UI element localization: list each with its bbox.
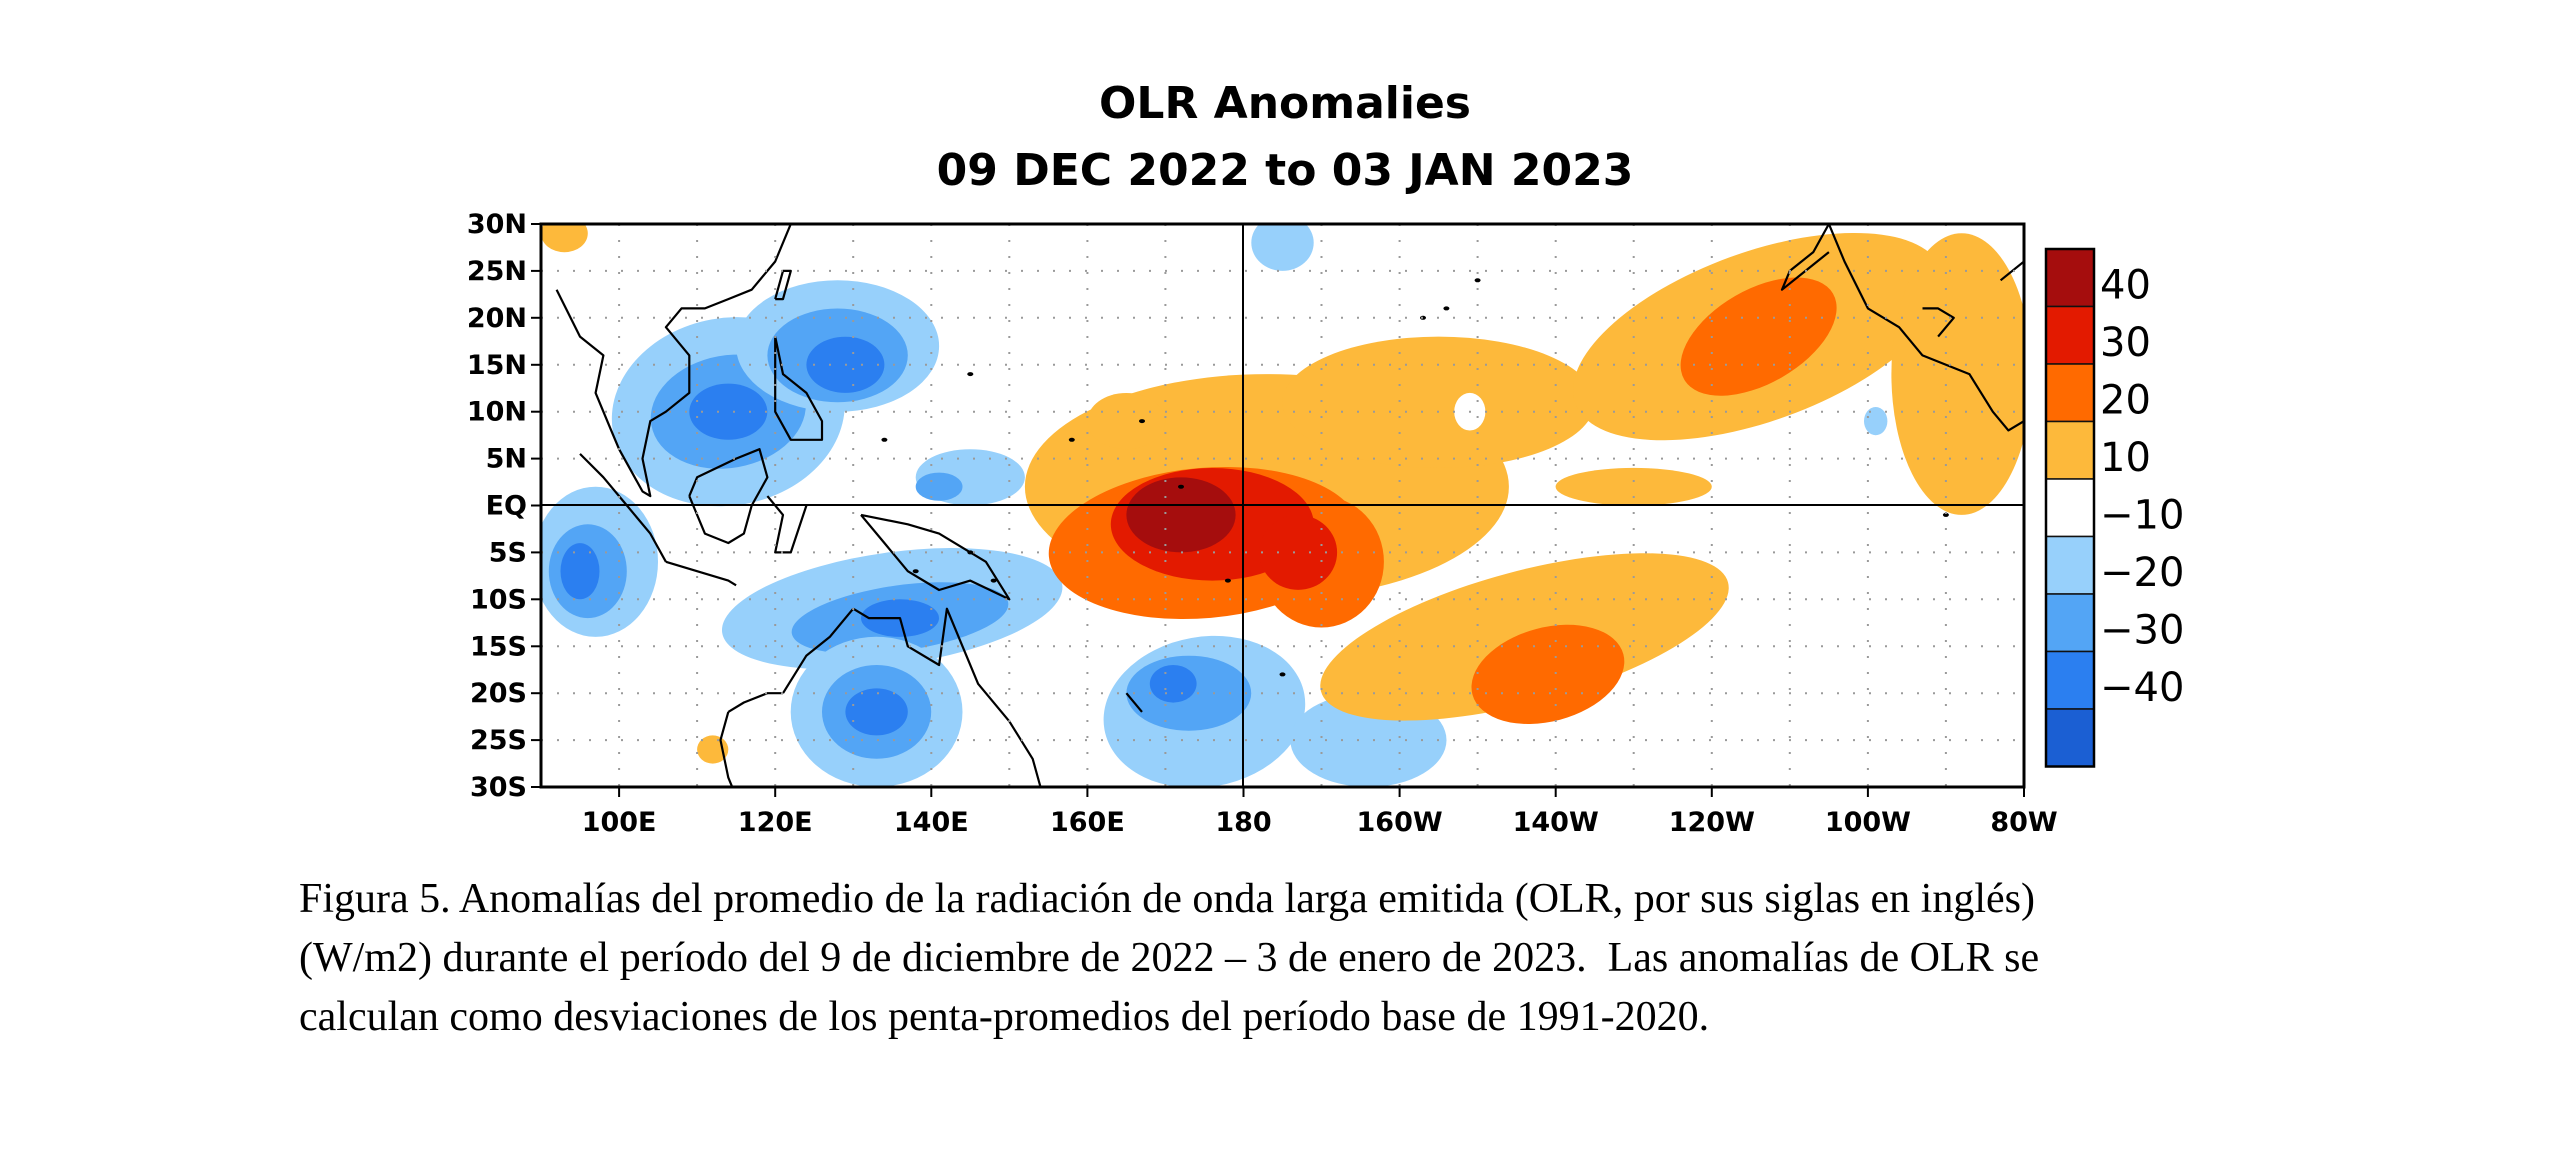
caption-line-1: Figura 5. Anomalías del promedio de la r… — [299, 876, 2035, 922]
coastline-segment — [1125, 692, 1143, 713]
colorbar-swatch — [2045, 708, 2095, 768]
coastline-segment — [688, 448, 769, 545]
island-marker — [1443, 306, 1450, 311]
x-tick-label: 180 — [1215, 807, 1271, 838]
coastline-segment — [774, 269, 792, 301]
x-tick-label: 140E — [894, 807, 969, 838]
coastline-segment — [555, 224, 792, 498]
island-marker — [1474, 278, 1481, 283]
anomaly-region-neg10 — [1251, 224, 1314, 271]
colorbar-swatch — [2045, 420, 2095, 480]
coastline-segment — [1780, 224, 1830, 291]
caption-line-2: (W/m2) durante el período del 9 de dicie… — [299, 935, 2040, 981]
x-tick-label: 140W — [1513, 807, 1599, 838]
colorbar-swatch — [2045, 535, 2095, 595]
x-tick-label: 160E — [1050, 807, 1125, 838]
y-tick-label: 25N — [467, 256, 527, 287]
island-marker — [1224, 578, 1231, 583]
coastline-segment — [766, 495, 808, 554]
island-marker — [967, 372, 974, 377]
y-tick-label: 5N — [486, 444, 527, 475]
coastline-segment — [1827, 224, 2024, 432]
y-tick-label: 25S — [470, 725, 527, 756]
y-tick-label: 30N — [467, 209, 527, 240]
caption-line-3: calculan como desviaciones de los penta-… — [299, 994, 1710, 1040]
axis-ticks: 30N 25N 20N 15N 10N 5N EQ 5S 10S 15S 20S 25S 30S 100E… — [467, 209, 2058, 838]
colorbar-label: −30 — [2100, 608, 2184, 654]
colorbar: 40 30 20 10 −10 −20 −30 −40 — [2044, 247, 2184, 768]
coastlines — [555, 224, 2024, 853]
y-tick-label: 15N — [467, 350, 527, 381]
anomaly-region-neg10 — [1864, 407, 1888, 436]
colorbar-swatch — [2045, 305, 2095, 365]
anomaly-region-pos10 — [1891, 233, 2024, 515]
colorbar-label: 10 — [2100, 435, 2151, 481]
colorbar-swatch — [2045, 650, 2095, 710]
anomaly-region-pos10 — [541, 224, 588, 253]
anomaly-region-pos20 — [1680, 277, 1837, 396]
coastline-segment — [782, 607, 855, 694]
island-marker — [1178, 484, 1184, 489]
colorbar-swatch — [2045, 593, 2095, 653]
chart-subtitle: 09 DEC 2022 to 03 JAN 2023 — [937, 145, 1634, 196]
anomaly-region-pos10 — [1282, 336, 1595, 468]
anomaly-region-neg30 — [560, 543, 600, 600]
coastline-segment — [774, 336, 824, 441]
anomaly-region-pos40 — [1126, 477, 1236, 553]
coastline-segment — [727, 692, 783, 713]
island-marker — [1279, 672, 1286, 677]
colorbar-label: −40 — [2100, 665, 2184, 711]
colorbar-swatch — [2045, 363, 2095, 423]
coastline-segment — [719, 711, 734, 787]
figure-caption: Figura 5. Anomalías del promedio de la r… — [299, 870, 2419, 1047]
island-marker — [1139, 419, 1145, 424]
colorbar-frame — [2044, 247, 2096, 768]
island-marker — [967, 550, 974, 555]
island-marker — [990, 578, 997, 583]
anomaly-region-neg20 — [915, 472, 963, 501]
island-marker — [1068, 437, 1075, 442]
coastline-segment — [1999, 252, 2024, 282]
colorbar-swatch — [2045, 248, 2095, 308]
y-tick-label: 20S — [470, 678, 527, 709]
anomaly-region-pos10 — [1555, 467, 1712, 506]
colorbar-label: −20 — [2100, 550, 2184, 596]
y-tick-label: 20N — [467, 303, 527, 334]
anomaly-region-pos30 — [1259, 514, 1338, 590]
colorbar-label: −10 — [2100, 493, 2184, 539]
x-tick-label: 100W — [1825, 807, 1911, 838]
coastline-segment — [665, 560, 737, 587]
colorbar-label: 30 — [2100, 320, 2151, 366]
chart-title: OLR Anomalies — [1099, 78, 1471, 129]
anomaly-region-neg30 — [689, 383, 768, 440]
coastline-segment — [852, 607, 1042, 787]
x-tick-label: 80W — [1990, 807, 2057, 838]
y-tick-label: 10N — [467, 397, 527, 428]
island-marker — [1942, 512, 1949, 517]
anomaly-region-pos20 — [1471, 624, 1625, 725]
coastline-segment — [1189, 825, 1205, 853]
colorbar-swatch — [2045, 478, 2095, 538]
x-tick-label: 120W — [1669, 807, 1755, 838]
y-tick-label: 30S — [470, 772, 527, 803]
island-marker — [881, 437, 888, 442]
x-tick-label: 120E — [738, 807, 813, 838]
anomaly-region-neg30 — [1149, 665, 1197, 703]
y-tick-label: 15S — [470, 631, 527, 662]
y-tick-label: 10S — [470, 584, 527, 615]
coastline-segment — [860, 513, 1011, 601]
y-tick-label: 5S — [489, 537, 527, 568]
colorbar-label: 40 — [2100, 263, 2151, 309]
coastline-segment — [1922, 307, 1955, 338]
x-tick-label: 160W — [1357, 807, 1443, 838]
island-marker — [912, 569, 919, 574]
colorbar-label: 20 — [2100, 378, 2151, 424]
y-tick-label: EQ — [486, 491, 527, 522]
anomaly-region-neg30 — [845, 688, 908, 736]
anomaly-region-pos10 — [1087, 393, 1166, 450]
x-tick-label: 100E — [582, 807, 657, 838]
